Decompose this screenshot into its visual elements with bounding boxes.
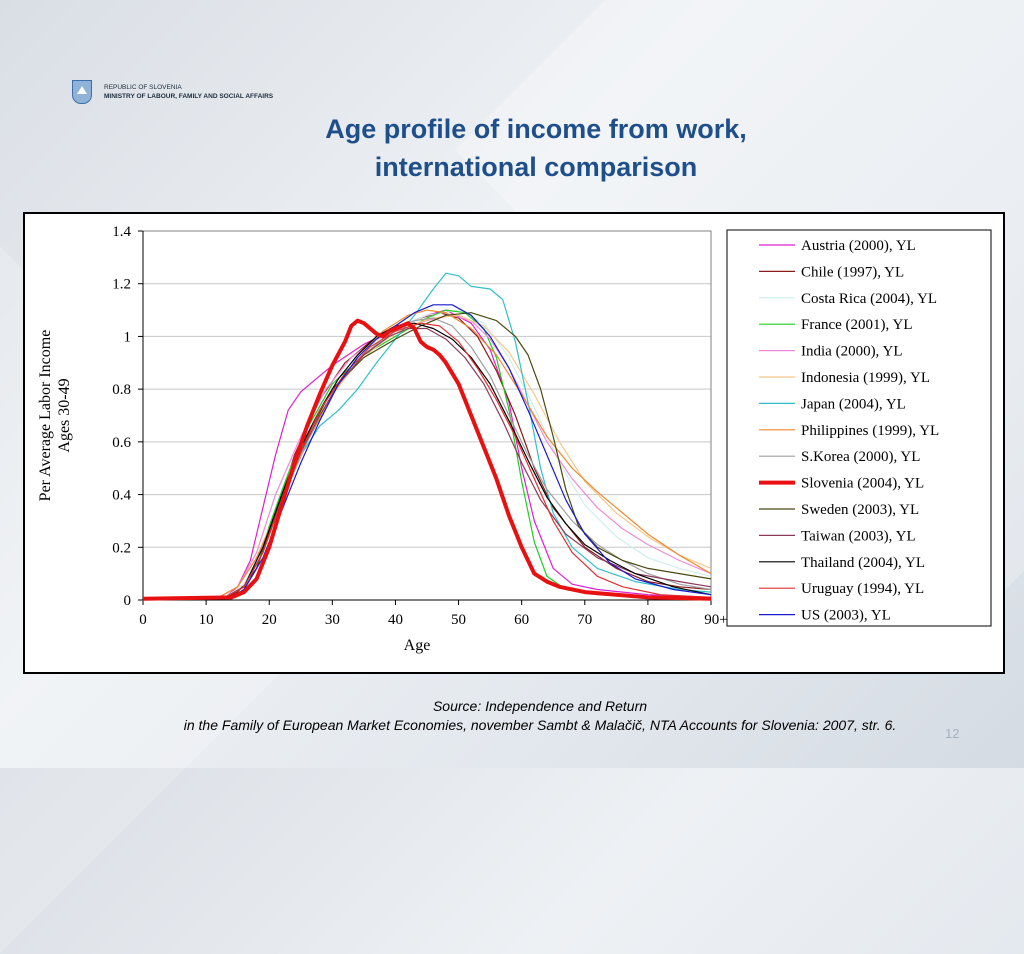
x-axis-label: Age [404,637,431,654]
x-tick-label: 70 [577,612,592,628]
series-line [142,314,712,600]
ministry-name: REPUBLIC OF SLOVENIA MINISTRY OF LABOUR,… [104,83,273,101]
legend-label: Costa Rica (2004), YL [801,291,937,307]
x-tick-label: 0 [139,612,147,628]
source-line1: Source: Independence and Return [432,698,648,714]
y-axis-label: Per Average Labor Income [37,330,54,502]
source-note: Source: Independence and Return in the F… [0,697,1024,735]
line-chart: 0 0.2 0.4 0.6 0.8 1 1.2 1.4 0 10 20 30 40 50 60 70 80 90+… [37,224,992,654]
x-tick-label: 20 [262,612,277,628]
legend-label: Taiwan (2003), YL [801,528,916,544]
series-line [142,322,712,600]
legend-label: US (2003), YL [801,608,891,624]
series-line [142,327,712,600]
series-line [142,272,712,600]
x-tick-label: 30 [325,612,340,628]
legend-label: Sweden (2003), YL [801,502,919,518]
chart-container: 0 0.2 0.4 0.6 0.8 1 1.2 1.4 0 10 20 30 40 50 60 70 80 90+… [23,212,1005,674]
legend-label: Thailand (2004), YL [801,555,925,571]
series-line [142,309,712,600]
title-line1: Age profile of income from work, [325,114,747,144]
slide-number: 12 [945,726,960,741]
legend-label: Chile (1997), YL [801,264,904,280]
x-tick-label: 50 [451,612,466,628]
legend-label: Philippines (1999), YL [801,423,939,439]
title-line2: international comparison [374,152,698,182]
y-tick-label: 0.4 [112,488,131,504]
y-tick-label: 0 [124,593,132,609]
series-line [142,309,712,600]
y-tick-label: 0.8 [112,382,131,398]
coat-of-arms-icon [72,80,92,104]
legend-label: France (2001), YL [801,317,913,333]
legend-label: Uruguay (1994), YL [801,581,924,597]
x-tick-label: 90+ [704,612,727,628]
series-line [142,314,712,600]
y-tick-label: 1.2 [112,277,131,293]
ministry-logo: REPUBLIC OF SLOVENIA MINISTRY OF LABOUR,… [72,80,273,104]
org-line1: REPUBLIC OF SLOVENIA [104,84,182,91]
legend-label: Japan (2004), YL [801,396,906,412]
y-tick-label: 0.2 [112,540,131,556]
legend-label: Austria (2000), YL [801,238,916,254]
org-line2: MINISTRY OF LABOUR, FAMILY AND SOCIAL AF… [104,93,274,100]
legend [726,229,992,627]
y-tick-label: 1 [124,329,132,345]
legend-label: Indonesia (1999), YL [801,370,930,386]
y-tick-label: 0.6 [112,435,131,451]
plot-area [142,230,712,601]
legend-label: Slovenia (2004), YL [801,476,924,492]
legend-label: India (2000), YL [801,344,903,360]
series-line [142,309,712,600]
x-tick-label: 40 [388,612,403,628]
y-axis-label-line2: Ages 30-49 [56,378,73,452]
slide-title: Age profile of income from work, interna… [0,110,1024,186]
series-line [142,309,712,600]
legend-label: S.Korea (2000), YL [801,449,920,465]
x-tick-label: 60 [514,612,529,628]
series-line [142,312,712,600]
x-tick-label: 10 [199,612,214,628]
series-line [142,322,712,600]
source-line2: in the Family of European Market Economi… [183,717,897,733]
series-line [142,317,712,600]
series-line [142,318,712,601]
y-tick-label: 1.4 [112,224,131,240]
series-line [142,312,712,600]
x-tick-label: 80 [640,612,655,628]
